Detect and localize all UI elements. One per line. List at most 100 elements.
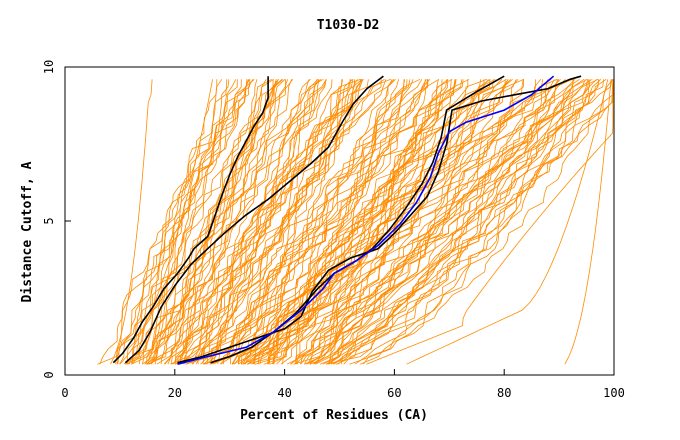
background-model-curve-115 <box>286 79 544 365</box>
highlight-series-2 <box>124 75 384 364</box>
background-model-curve-40 <box>173 79 319 365</box>
background-model-curve-24 <box>131 79 277 365</box>
background-model-curve-36 <box>160 79 333 365</box>
x-tick-label-40: 40 <box>277 386 291 400</box>
x-tick-label-80: 80 <box>497 386 511 400</box>
background-model-curve-77 <box>220 78 449 365</box>
background-model-curve-141 <box>304 79 591 365</box>
background-model-curve-26 <box>148 79 277 365</box>
background-model-curve-116 <box>269 78 558 365</box>
x-tick-label-100: 100 <box>603 386 625 400</box>
background-model-curve-128 <box>315 79 576 365</box>
background-model-curve-1 <box>115 79 218 365</box>
background-model-curve-109 <box>300 79 519 365</box>
background-model-curve-54 <box>195 79 358 365</box>
background-model-curve-133 <box>300 78 588 365</box>
background-model-curve-39 <box>154 79 322 365</box>
background-model-curve-6 <box>99 79 248 365</box>
background-model-curve-64 <box>223 79 406 365</box>
background-model-curve-41 <box>197 79 344 365</box>
background-model-curve-131 <box>328 78 593 365</box>
background-model-curve-100 <box>268 79 509 365</box>
background-model-curve-88 <box>243 78 470 365</box>
series-layer <box>97 75 614 365</box>
background-model-curve-9 <box>123 79 242 365</box>
background-model-curve-154 <box>564 79 612 365</box>
background-model-curve-137 <box>331 79 589 365</box>
background-model-curve-12 <box>116 79 251 365</box>
background-model-curve-150 <box>110 79 153 365</box>
background-model-curve-144 <box>349 79 614 365</box>
y-tick-label-5: 5 <box>42 217 56 224</box>
background-model-curve-110 <box>290 79 506 365</box>
background-model-curve-71 <box>240 79 405 365</box>
background-model-curve-145 <box>322 78 607 365</box>
background-model-curve-3 <box>119 79 223 365</box>
x-tick-label-20: 20 <box>168 386 182 400</box>
background-model-curve-136 <box>315 79 588 365</box>
background-model-curve-52 <box>185 79 355 365</box>
background-model-curve-122 <box>325 79 566 365</box>
ticks-layer: 0 20 40 60 80 100 0 5 10 <box>42 60 625 400</box>
chart-title: T1030-D2 <box>317 18 380 33</box>
highlight-series-1 <box>112 76 269 364</box>
background-model-curve-67 <box>230 79 393 365</box>
background-model-curve-143 <box>343 79 597 365</box>
y-tick-label-0: 0 <box>42 371 56 378</box>
background-model-curve-8 <box>141 79 258 365</box>
y-tick-label-10: 10 <box>42 60 56 74</box>
highlight-series-5 <box>177 75 555 365</box>
background-model-curve-32 <box>170 79 327 365</box>
background-model-curve-78 <box>203 79 427 365</box>
background-model-curve-102 <box>259 79 503 365</box>
background-model-curve-151 <box>119 79 213 365</box>
background-model-curve-51 <box>174 79 364 365</box>
background-model-curve-75 <box>203 79 426 365</box>
background-model-curve-69 <box>238 79 429 365</box>
y-axis-label: Distance Cutoff, A <box>20 161 35 302</box>
background-model-curve-103 <box>306 79 511 365</box>
background-model-curve-142 <box>360 79 600 365</box>
background-model-curve-106 <box>272 79 517 365</box>
highlight-series-3 <box>177 75 582 364</box>
background-model-curve-126 <box>332 79 575 365</box>
background-model-curve-48 <box>203 79 353 365</box>
background-model-curve-134 <box>363 79 586 365</box>
background-model-curve-146 <box>313 79 613 365</box>
background-model-curve-138 <box>329 79 602 365</box>
x-tick-label-60: 60 <box>387 386 401 400</box>
background-model-curve-27 <box>147 79 293 365</box>
background-model-curve-44 <box>180 79 352 365</box>
x-tick-label-0: 0 <box>61 386 68 400</box>
background-model-curve-123 <box>304 78 552 365</box>
background-model-curve-92 <box>237 79 457 365</box>
background-model-curve-153 <box>406 79 609 365</box>
background-model-curve-23 <box>146 79 279 365</box>
background-model-curve-22 <box>147 78 283 365</box>
background-model-curve-125 <box>296 79 555 365</box>
background-model-curve-56 <box>181 79 369 365</box>
background-model-curve-31 <box>170 79 320 365</box>
background-model-curve-108 <box>268 79 509 365</box>
background-model-curve-73 <box>258 78 440 365</box>
background-model-curve-61 <box>191 78 385 365</box>
background-model-curve-147 <box>335 79 614 365</box>
background-model-curve-80 <box>231 79 428 365</box>
x-axis-label: Percent of Residues (CA) <box>240 408 428 423</box>
background-model-curve-4 <box>117 79 237 365</box>
background-model-curve-124 <box>325 79 574 365</box>
background-model-curve-38 <box>174 78 324 365</box>
background-model-curve-55 <box>185 79 363 365</box>
background-model-curve-149 <box>337 79 614 365</box>
background-model-curve-135 <box>328 78 599 365</box>
background-model-curve-98 <box>243 79 491 365</box>
background-model-curve-25 <box>148 79 280 365</box>
background-model-curve-120 <box>296 78 574 365</box>
background-model-curve-43 <box>156 79 351 365</box>
background-model-curve-14 <box>131 79 254 365</box>
background-model-curve-30 <box>145 79 294 365</box>
background-model-curve-94 <box>232 78 491 365</box>
background-model-curve-10 <box>124 79 250 365</box>
background-model-curve-113 <box>290 78 513 365</box>
